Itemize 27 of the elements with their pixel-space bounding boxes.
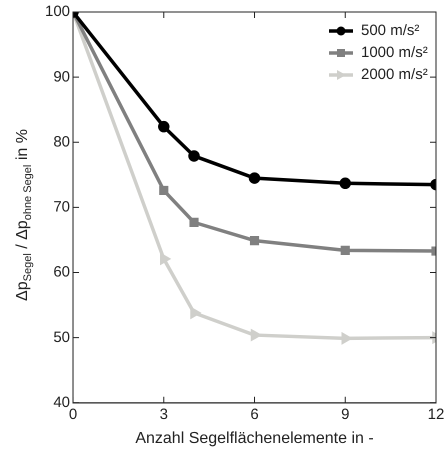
point <box>158 120 170 132</box>
y-tick-label: 60 <box>53 264 70 281</box>
x-tick-label: 3 <box>160 406 168 423</box>
point <box>188 150 200 162</box>
point <box>160 254 170 264</box>
x-tick-label: 0 <box>68 406 78 423</box>
y-tick-label: 70 <box>53 198 70 216</box>
point <box>340 178 352 190</box>
point <box>159 186 168 196</box>
point <box>340 246 350 255</box>
y-tick-label: 80 <box>53 133 70 150</box>
y-tick-label: 40 <box>53 394 70 411</box>
y-tick-label: 90 <box>53 68 70 86</box>
point <box>248 172 260 184</box>
y-tick-label: 100 <box>44 3 70 20</box>
legend-label: 2000 m/s² <box>361 65 428 85</box>
point <box>250 236 260 246</box>
point <box>189 218 199 227</box>
x-axis-title: Anzahl Segelflächenelemente in - <box>135 430 374 447</box>
point <box>190 308 200 318</box>
point <box>250 330 260 340</box>
x-tick-label: 12 <box>428 406 444 423</box>
y-tick-label: 50 <box>53 328 70 346</box>
x-tick-label: 9 <box>341 406 350 423</box>
legend-label: 500 m/s² <box>361 21 420 41</box>
legend-label: 1000 m/s² <box>361 43 428 63</box>
x-tick-label: 6 <box>250 406 259 423</box>
